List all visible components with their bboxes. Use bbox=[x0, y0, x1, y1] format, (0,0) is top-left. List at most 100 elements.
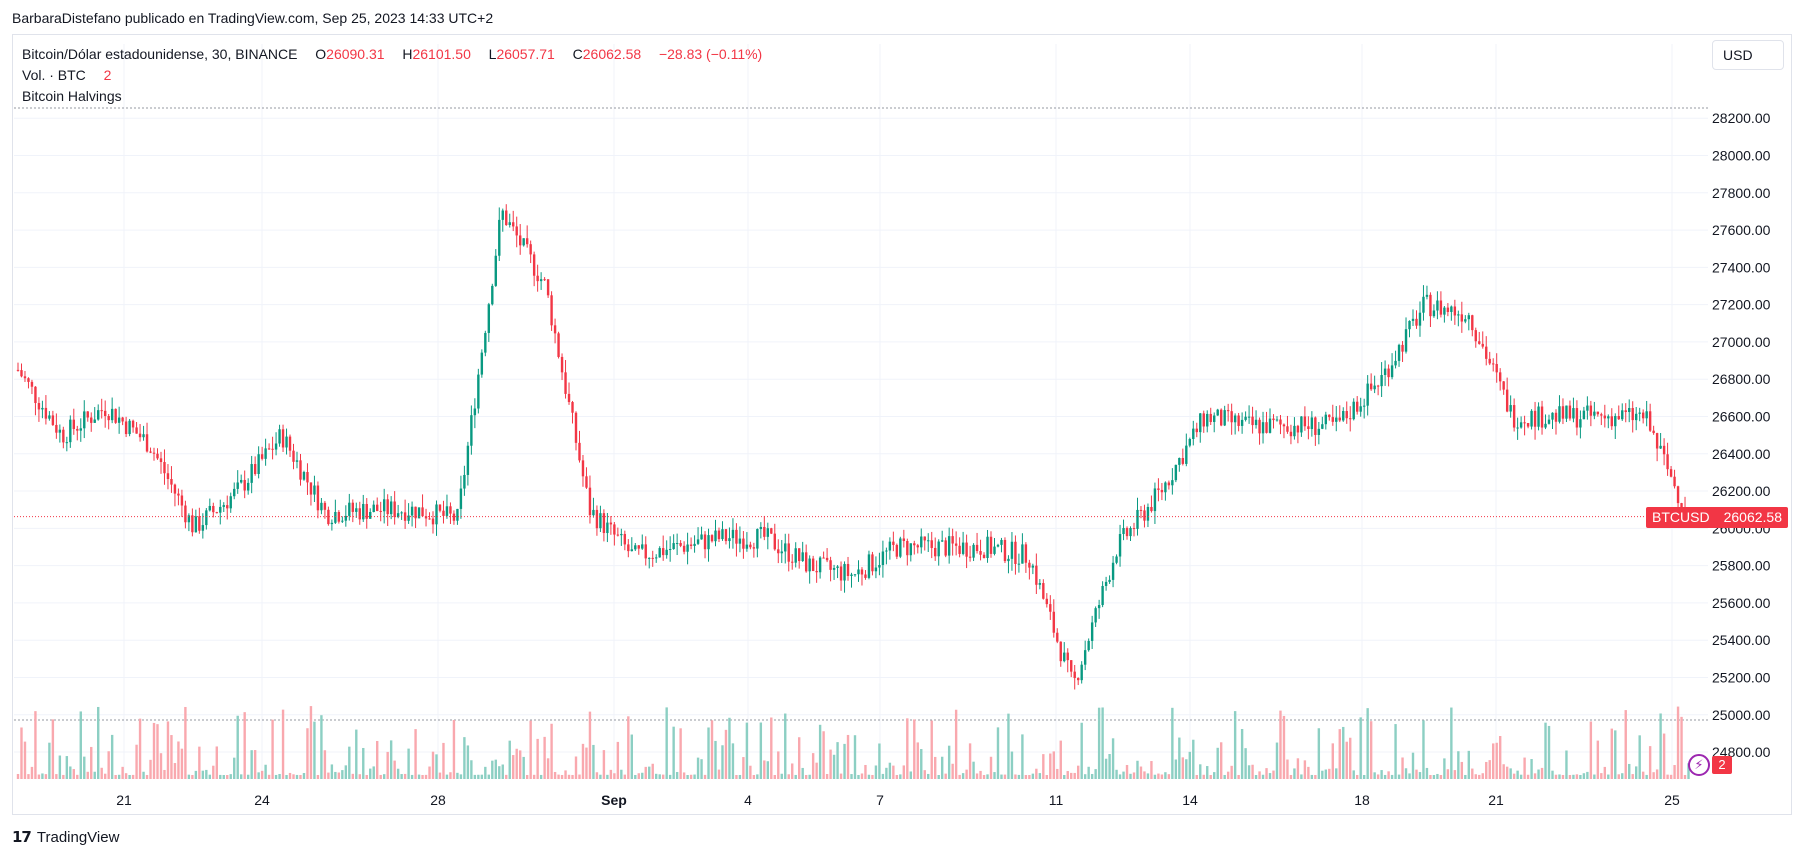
candle-body bbox=[1342, 411, 1345, 421]
volume-bar bbox=[1380, 770, 1383, 779]
volume-bar bbox=[44, 774, 48, 779]
candle-body bbox=[253, 464, 257, 474]
candle-body bbox=[1017, 563, 1021, 565]
candle-body bbox=[693, 543, 696, 546]
time-tick-label: Sep bbox=[601, 792, 627, 808]
candle-body bbox=[1397, 344, 1401, 361]
volume-bar bbox=[299, 775, 302, 779]
volume-label[interactable]: Vol. · BTC bbox=[22, 67, 86, 83]
candle-body bbox=[871, 554, 874, 572]
volume-bar bbox=[1408, 773, 1411, 779]
candle-body bbox=[752, 547, 756, 549]
candle-body bbox=[222, 505, 225, 507]
candle-body bbox=[1502, 381, 1505, 390]
volume-bar bbox=[253, 750, 257, 779]
high-value: 26101.50 bbox=[412, 46, 471, 62]
volume-bar bbox=[1216, 747, 1219, 779]
candle-body bbox=[226, 505, 229, 509]
volume-bar bbox=[1641, 771, 1645, 779]
candle-body bbox=[445, 506, 449, 516]
volume-bar bbox=[1066, 771, 1069, 779]
volume-bar bbox=[1056, 768, 1059, 779]
volume-bar bbox=[271, 719, 274, 779]
volume-bar bbox=[316, 774, 320, 779]
indicator-name[interactable]: Bitcoin Halvings bbox=[22, 88, 122, 104]
candle-body bbox=[194, 516, 198, 533]
candle-body bbox=[1094, 608, 1097, 623]
volume-bar bbox=[1359, 717, 1362, 779]
volume-bar bbox=[1178, 737, 1181, 779]
candle-body bbox=[128, 420, 131, 435]
candle-body bbox=[857, 569, 860, 575]
volume-bar bbox=[1188, 751, 1191, 779]
lightning-icon[interactable]: ⚡ bbox=[1688, 754, 1710, 776]
volume-bar bbox=[780, 773, 783, 779]
volume-bar bbox=[1680, 716, 1683, 779]
volume-bar bbox=[620, 769, 623, 779]
volume-bar bbox=[968, 743, 972, 779]
candle-body bbox=[456, 508, 459, 521]
volume-bar bbox=[1087, 766, 1090, 779]
candle-body bbox=[55, 424, 58, 433]
volume-bar bbox=[672, 726, 675, 779]
candle-body bbox=[358, 508, 361, 520]
volume-bar bbox=[1223, 774, 1226, 779]
volume-value: 2 bbox=[103, 67, 112, 83]
candle-body bbox=[1356, 401, 1359, 412]
candle-body bbox=[1596, 411, 1600, 415]
volume-bar bbox=[951, 763, 954, 779]
symbol-name[interactable]: Bitcoin/Dólar estadounidense, 30, BINANC… bbox=[22, 46, 298, 62]
volume-bar bbox=[452, 720, 456, 779]
candle-body bbox=[187, 515, 191, 523]
candle-body bbox=[707, 535, 710, 550]
candle-body bbox=[145, 434, 149, 452]
volume-bar bbox=[934, 756, 937, 779]
candle-body bbox=[634, 545, 637, 550]
candle-body bbox=[724, 529, 728, 542]
halving-count-badge[interactable]: 2 bbox=[1712, 756, 1732, 774]
volume-bar bbox=[1676, 706, 1680, 779]
volume-bar bbox=[825, 773, 829, 779]
volume-bar bbox=[229, 774, 232, 779]
volume-bar bbox=[1478, 774, 1481, 779]
candle-body bbox=[1247, 416, 1251, 418]
volume-bar bbox=[403, 773, 407, 779]
volume-bar bbox=[344, 765, 348, 779]
volume-bar bbox=[484, 766, 487, 779]
time-tick-label: 14 bbox=[1182, 792, 1198, 808]
volume-bar bbox=[1206, 766, 1209, 779]
candle-body bbox=[1216, 409, 1219, 416]
volume-bar bbox=[1390, 774, 1394, 779]
volume-bar bbox=[156, 724, 159, 779]
volume-bar bbox=[1338, 729, 1341, 779]
candle-body bbox=[798, 548, 801, 562]
footer[interactable]: 𝟭𝟳 TradingView bbox=[12, 828, 120, 847]
volume-bar bbox=[222, 774, 225, 779]
volume-bar bbox=[107, 751, 110, 779]
candle-body bbox=[1450, 306, 1453, 312]
volume-bar bbox=[1108, 754, 1111, 779]
candle-body bbox=[1251, 416, 1254, 426]
volume-bar bbox=[1129, 773, 1132, 779]
candle-body bbox=[1645, 411, 1648, 419]
volume-bar bbox=[1321, 770, 1324, 779]
volume-bar bbox=[334, 771, 337, 779]
symbol-row[interactable]: Bitcoin/Dólar estadounidense, 30, BINANC… bbox=[22, 44, 762, 65]
volume-row[interactable]: Vol. · BTC 2 bbox=[22, 65, 762, 86]
indicator-row[interactable]: Bitcoin Halvings bbox=[22, 86, 762, 107]
candle-body bbox=[400, 512, 403, 514]
volume-bar bbox=[1509, 768, 1512, 779]
candle-body bbox=[1307, 426, 1310, 429]
volume-bar bbox=[264, 764, 267, 779]
candle-body bbox=[525, 238, 529, 245]
candle-body bbox=[393, 501, 396, 518]
volume-bar bbox=[51, 719, 55, 779]
volume-bar bbox=[811, 753, 815, 779]
volume-bar bbox=[198, 746, 201, 779]
volume-bar bbox=[703, 774, 707, 779]
candle-body bbox=[1481, 343, 1484, 347]
currency-button[interactable]: USD bbox=[1712, 40, 1784, 70]
volume-bar bbox=[623, 774, 627, 779]
footer-brand[interactable]: TradingView bbox=[36, 828, 120, 846]
